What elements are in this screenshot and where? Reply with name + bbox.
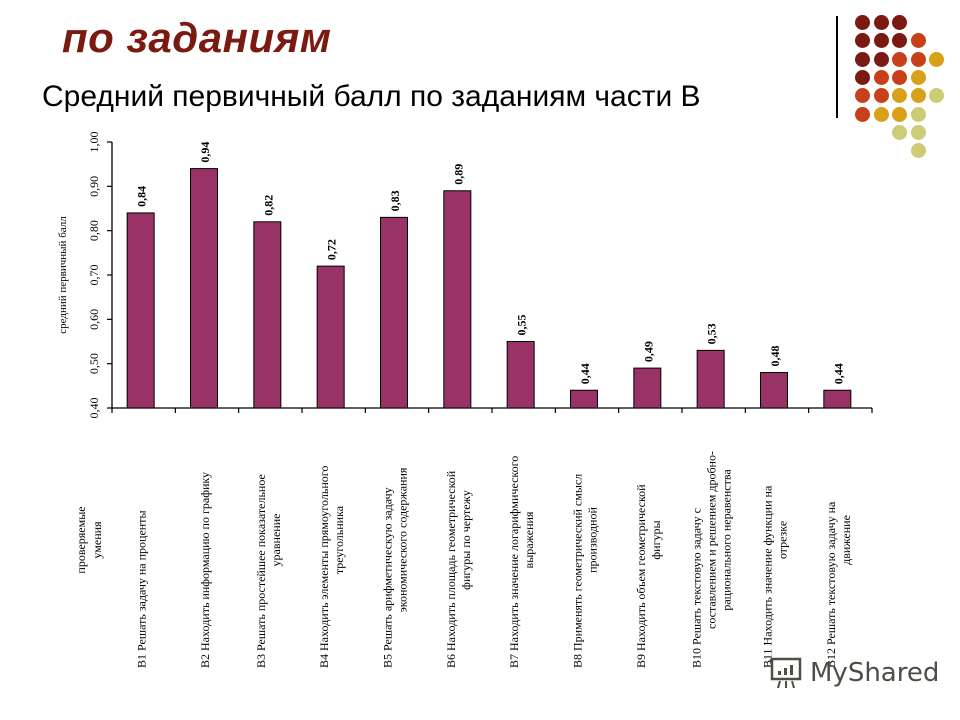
category-label: отрезке: [776, 521, 790, 559]
bar-value-label: 0,55: [515, 315, 529, 336]
bar: [443, 190, 472, 409]
bar-value-label: 0,53: [705, 323, 719, 344]
decorative-dot: [855, 106, 870, 122]
bar: [760, 372, 788, 409]
decorative-dot: [855, 15, 870, 30]
bar-value-label: 0,84: [135, 186, 149, 207]
decorative-dot: [873, 69, 889, 85]
category-label: В5 Решать арифметическую задачу: [381, 487, 395, 668]
bar-value-label: 0,49: [641, 341, 655, 362]
y-axis-title: средний первичный балл: [57, 216, 69, 334]
bar: [506, 341, 535, 409]
slide-subtitle: Средний первичный балл по заданиям части…: [42, 80, 701, 113]
decorative-dot: [910, 69, 926, 85]
y-tick-label: 0,70: [87, 265, 101, 286]
bar: [190, 168, 218, 409]
category-label: В1 Решать задачу на проценты: [135, 510, 149, 668]
decorative-dot: [910, 88, 926, 104]
decorative-dot: [892, 15, 907, 30]
decorative-dot: [910, 124, 926, 140]
x-axis-title-line: проверяемые: [74, 506, 88, 573]
category-label: В6 Находить площадь геометрической: [444, 470, 458, 668]
bar-value-label: 0,44: [831, 363, 845, 384]
decorative-dot: [892, 51, 907, 67]
decorative-dot: [892, 69, 907, 85]
chart-bars: 0,84 0,94 0,82 0,72 0,83 0,89 0,55 0,44 0,49 0,53…: [126, 142, 852, 409]
bar: [633, 367, 662, 409]
category-label: В10 Решать текстовую задачу с: [690, 508, 704, 668]
category-label: производной: [586, 507, 600, 573]
decorative-dot: [873, 88, 889, 104]
watermark: MyShared: [768, 656, 939, 690]
watermark-text: MyShared: [810, 658, 940, 688]
bar-value-label: 0,82: [261, 195, 275, 216]
decorative-dot: [855, 33, 870, 49]
y-tick-label: 0,80: [87, 220, 101, 241]
bar-value-label: 0,48: [768, 346, 782, 367]
bar: [253, 221, 282, 409]
category-label: В4 Находить элементы прямоугольного: [317, 466, 331, 668]
bar: [126, 212, 155, 409]
bar-value-label: 0,72: [325, 239, 339, 260]
category-label: В9 Находить объем геометрической: [634, 484, 648, 668]
bar-value-label: 0,83: [388, 190, 402, 211]
presentation-board-icon: [769, 657, 802, 689]
bar-value-label: 0,89: [451, 164, 465, 185]
category-label: выражения: [522, 511, 536, 568]
decorative-dot: [892, 88, 907, 104]
bar: [380, 216, 408, 409]
category-label: В2 Находить информацию по графику: [198, 472, 212, 668]
chart-axes: 0,40 0,50 0,60 0,70 0,80 0,90 1,00 средний перв…: [57, 132, 873, 574]
decorative-dot: [873, 33, 889, 49]
decorative-dot: [873, 51, 889, 67]
category-label: фигуры по чертежу: [459, 490, 473, 590]
category-label: движение: [839, 515, 853, 565]
decorative-dot: [855, 51, 870, 67]
y-tick-label: 0,40: [87, 398, 101, 419]
category-label: уравнение: [269, 514, 283, 567]
decorative-dot: [910, 106, 926, 122]
decorative-dot: [892, 33, 907, 49]
category-label: треугольника: [332, 505, 346, 574]
category-label: составлением и решением дробно-: [705, 451, 719, 629]
decorative-dot: [929, 88, 944, 104]
y-tick-label: 0,50: [87, 353, 101, 374]
category-label: В8 Применять геометрический смысл: [571, 474, 585, 668]
category-label: В7 Находить значение логарифмического: [507, 456, 521, 668]
bar: [570, 389, 598, 409]
category-label: В12 Решать текстовую задачу на: [824, 501, 838, 668]
bar-value-label: 0,44: [578, 363, 592, 384]
decorative-dot: [910, 143, 926, 159]
chart-category-labels: В1 Решать задачу на проценты В2 Находить …: [135, 451, 853, 668]
bar: [316, 265, 345, 409]
bar-value-label: 0,94: [198, 142, 212, 163]
decorative-dot: [910, 51, 926, 67]
y-tick-label: 0,60: [87, 309, 101, 330]
category-label: фигуры: [649, 520, 663, 559]
bar: [696, 349, 725, 409]
decorative-dot: [892, 124, 907, 140]
y-tick-label: 1,00: [87, 132, 101, 153]
decorative-divider: [836, 16, 838, 118]
decorative-dot: [929, 51, 944, 67]
y-tick-label: 0,90: [87, 176, 101, 197]
slide-title: по заданиям: [62, 14, 332, 61]
decorative-dot: [892, 106, 907, 122]
decorative-dot: [873, 106, 889, 122]
decorative-dot: [910, 33, 926, 49]
bar: [823, 389, 852, 409]
decorative-dot: [855, 88, 870, 104]
category-label: экономического содержания: [396, 467, 410, 612]
category-label: В11 Находить значение функции на: [761, 485, 775, 668]
decorative-dot: [855, 69, 870, 85]
category-label: В3 Решать простейшее показательное: [254, 474, 268, 668]
x-axis-title-line: умения: [90, 521, 104, 559]
category-label: рационального неравенства: [720, 469, 734, 611]
decorative-dot: [873, 15, 889, 30]
